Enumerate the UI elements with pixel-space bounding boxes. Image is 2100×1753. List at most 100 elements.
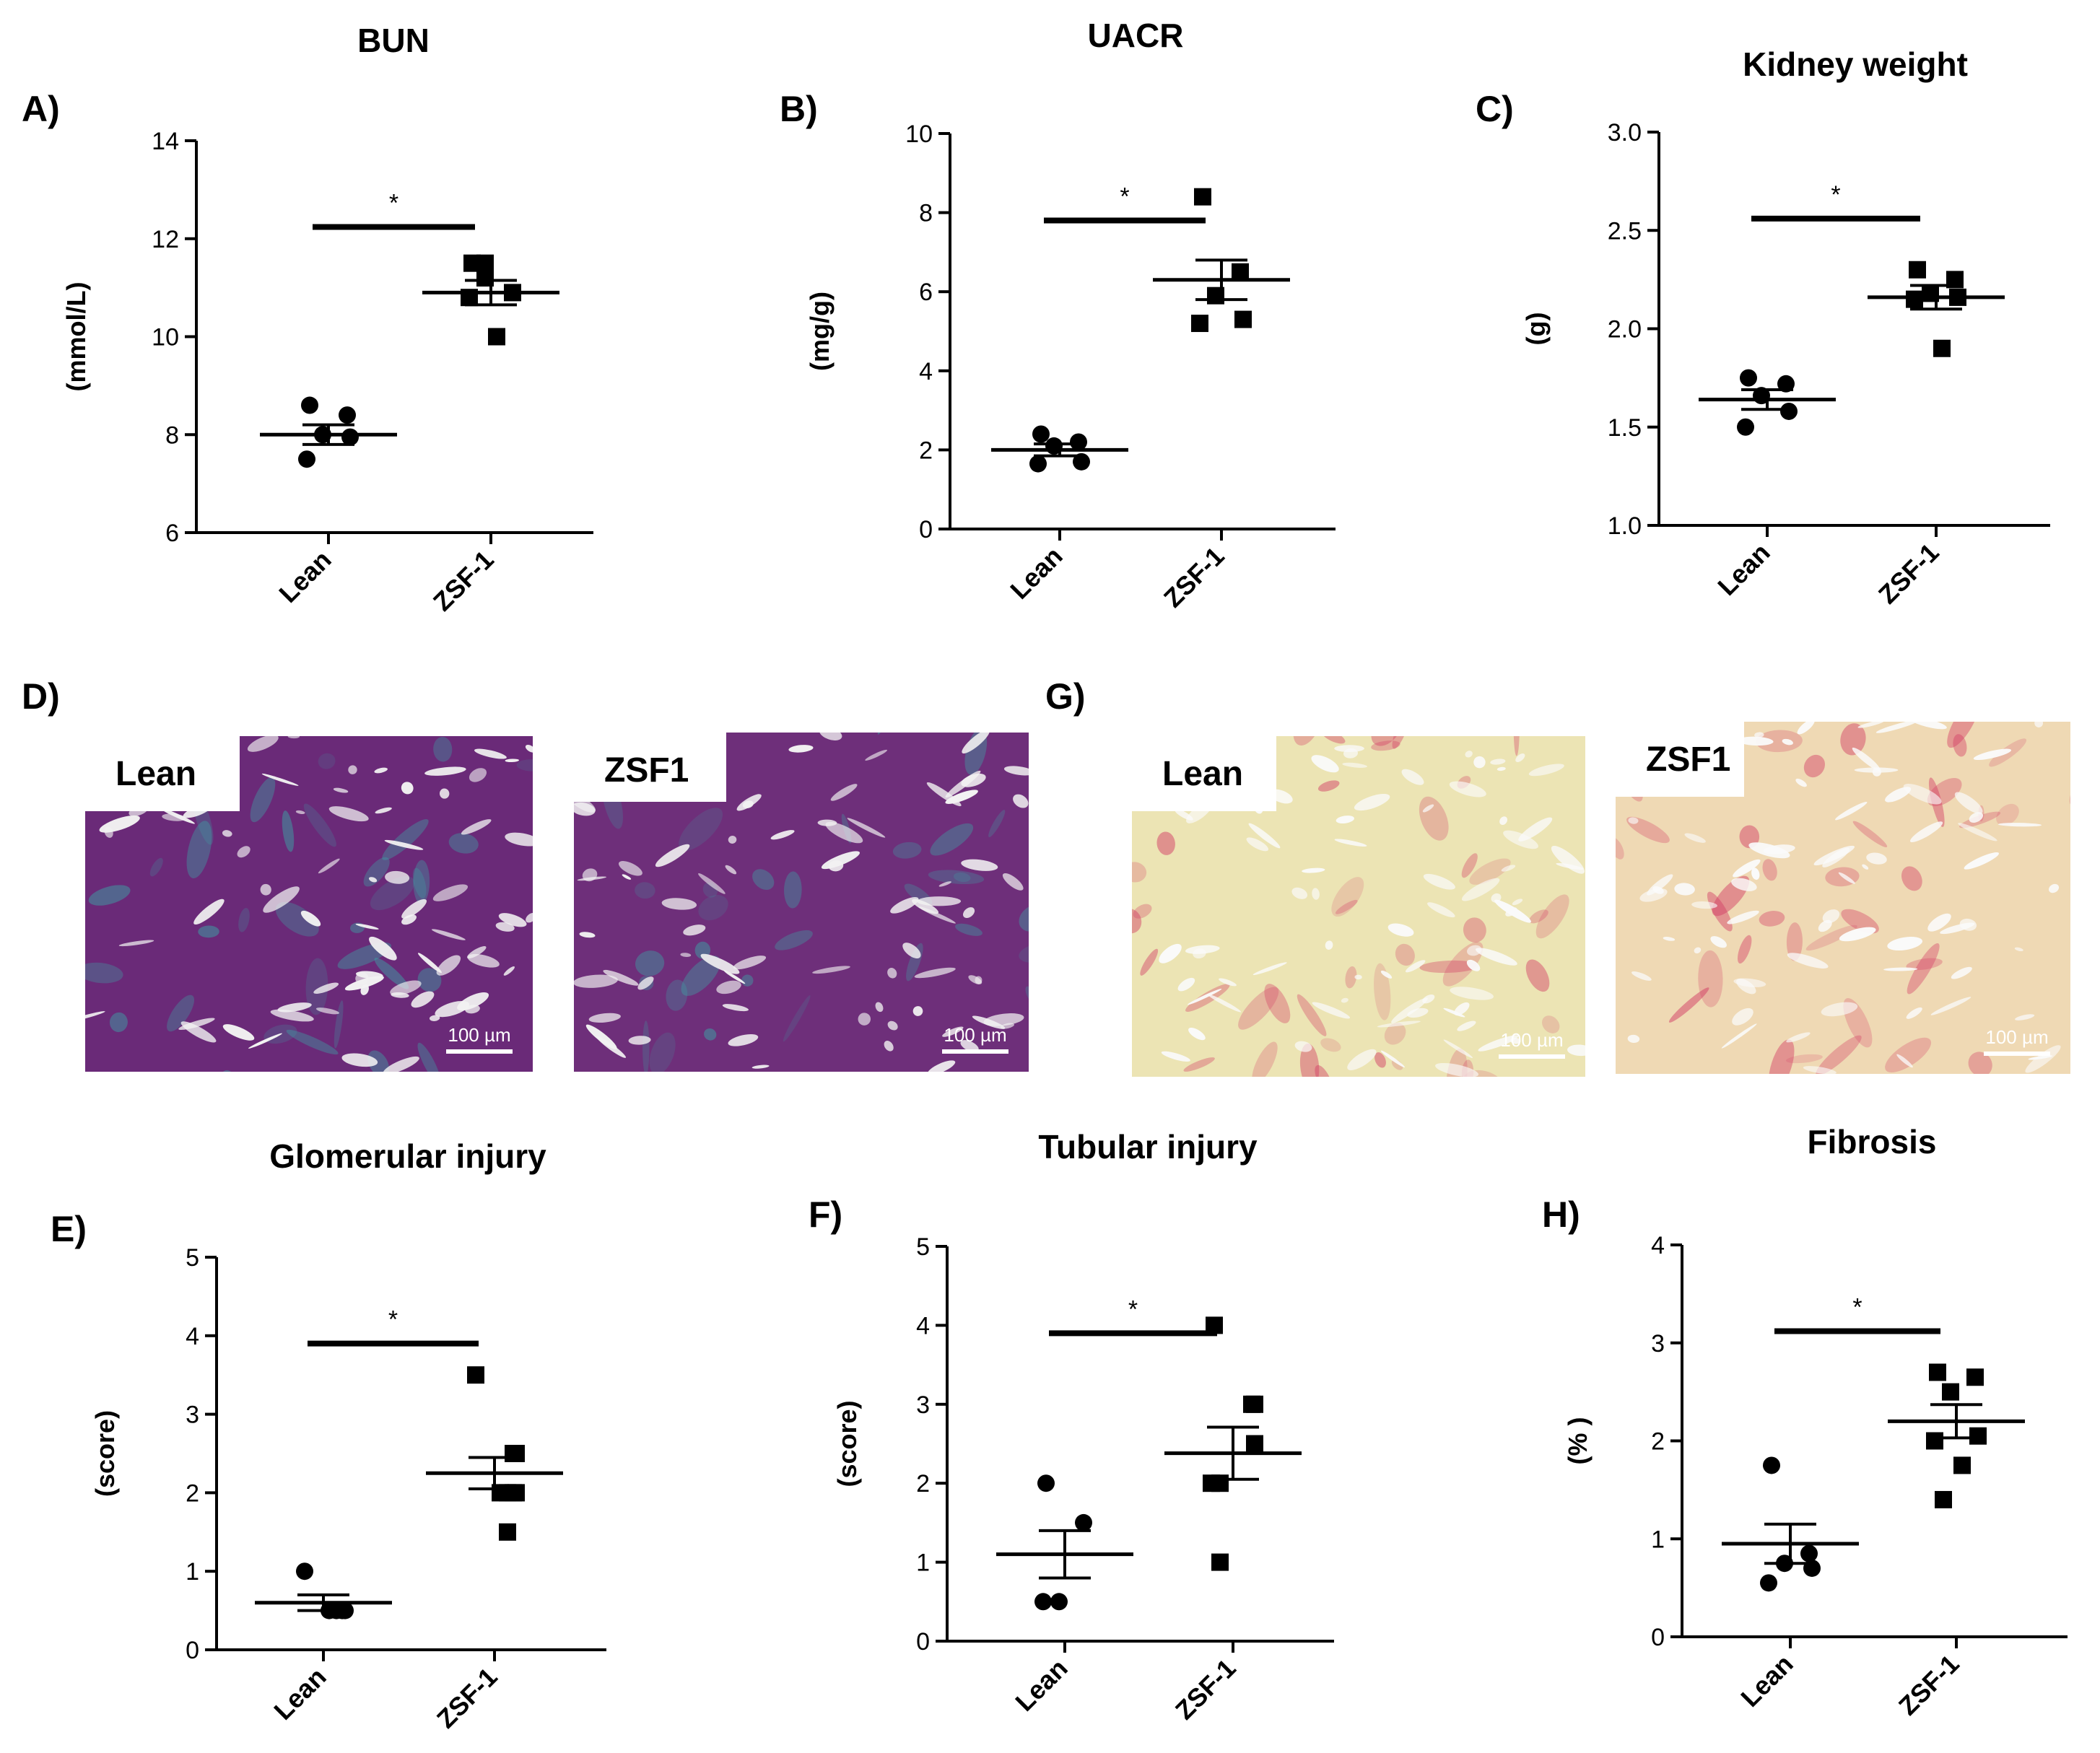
data-point-zsf1 (1211, 1474, 1229, 1492)
chart-title: Fibrosis (1808, 1123, 1937, 1160)
data-point-zsf1 (1966, 1368, 1984, 1386)
data-point-zsf1 (1191, 315, 1208, 333)
chart-title: Glomerular injury (269, 1137, 546, 1175)
data-point-lean (339, 406, 356, 424)
y-tick-label: 1 (1651, 1526, 1665, 1553)
y-tick-label: 4 (916, 1312, 930, 1339)
y-tick-label: 2 (919, 437, 933, 464)
y-tick-label: 1 (186, 1558, 199, 1586)
micrograph-image (85, 736, 533, 1072)
data-point-lean (1070, 433, 1087, 451)
data-point-zsf1 (1211, 1553, 1229, 1571)
data-point-zsf1 (1969, 1427, 1987, 1445)
data-point-lean (1777, 375, 1795, 393)
chart-kidney-weight: Kidney weight 1.0 1.5 2.0 2.5 3.0 (g) Lean ZSF-1… (1521, 45, 2050, 609)
y-tick-label: 0 (186, 1637, 199, 1664)
data-point-zsf1 (1246, 1435, 1263, 1453)
panel-label-e: E) (51, 1209, 87, 1249)
data-point-zsf1 (1929, 1363, 1946, 1381)
y-tick-label: 4 (919, 358, 933, 385)
significance-marker: * (1852, 1293, 1862, 1321)
y-tick-label: 10 (152, 324, 179, 351)
scale-bar-label: 100 µm (944, 1024, 1006, 1046)
y-tick-label: 5 (186, 1244, 199, 1272)
x-category-label: Lean (1004, 541, 1068, 605)
y-tick-label: 0 (916, 1628, 930, 1656)
y-tick-label: 1 (916, 1549, 930, 1577)
y-tick-label: 8 (165, 421, 179, 449)
y-tick-label: 0 (1651, 1624, 1665, 1651)
significance-marker: * (1120, 183, 1129, 211)
y-tick-label: 4 (1651, 1232, 1665, 1259)
micrograph-sirius-red-lean: Lean 100 µm (1129, 733, 1585, 1077)
x-category-label: Lean (1009, 1653, 1073, 1717)
y-tick-label: 14 (152, 128, 179, 155)
chart-tubular-injury: Tubular injury 0 1 2 3 4 5 (score) Lean ZSF-1 * (832, 1128, 1334, 1725)
y-tick-label: 2 (916, 1470, 930, 1498)
x-category-label: Lean (268, 1662, 331, 1726)
micrograph-label: Lean (1162, 755, 1243, 793)
chart-glomerular-injury: Glomerular injury 0 1 2 3 4 5 (score) Lean ZSF-1 * (90, 1137, 606, 1734)
chart-bun: BUN 6 8 10 12 14 (mmol/L) Lean ZSF-1 * (61, 22, 593, 616)
micrograph-label-box (82, 733, 240, 811)
x-category-label: ZSF-1 (1169, 1653, 1242, 1726)
data-point-lean (296, 1562, 313, 1581)
micrograph-label: Lean (116, 755, 196, 793)
x-category-label: Lean (273, 545, 336, 608)
y-tick-label: 6 (165, 520, 179, 547)
chart-title: Tubular injury (1038, 1128, 1258, 1166)
x-category-label: ZSF-1 (427, 545, 500, 617)
data-point-lean (1075, 1513, 1092, 1531)
data-point-zsf1 (1933, 339, 1951, 357)
scale-bar-label: 100 µm (1985, 1026, 2048, 1048)
panel-label-f: F) (809, 1194, 842, 1235)
y-axis-label: (% ) (1563, 1417, 1593, 1465)
data-point-zsf1 (1194, 188, 1211, 206)
y-tick-label: 3 (186, 1402, 199, 1429)
data-point-lean (1032, 425, 1050, 443)
y-tick-label: 1.0 (1608, 512, 1642, 540)
data-point-lean (301, 396, 318, 414)
significance-marker: * (389, 189, 398, 217)
data-point-zsf1 (467, 1366, 484, 1384)
y-tick-label: 8 (919, 200, 933, 227)
x-category-label: ZSF-1 (1158, 541, 1230, 613)
y-axis-label: (score) (832, 1400, 862, 1487)
x-category-label: ZSF-1 (1873, 538, 1945, 610)
y-axis-label: (score) (90, 1410, 120, 1497)
significance-marker: * (388, 1306, 398, 1334)
panel-label-b: B) (780, 89, 818, 129)
data-point-zsf1 (505, 1484, 522, 1502)
chart-title: BUN (357, 22, 430, 59)
data-point-zsf1 (1935, 1490, 1952, 1508)
data-point-lean (298, 450, 315, 468)
data-point-zsf1 (1926, 1432, 1943, 1450)
micrograph-trichrome-lean: Lean 100 µm (82, 733, 533, 1072)
data-point-zsf1 (507, 1445, 525, 1462)
y-tick-label: 3 (916, 1391, 930, 1419)
data-point-lean (1740, 369, 1757, 387)
panel-label-a: A) (22, 89, 60, 129)
micrograph-label-box (1129, 733, 1276, 811)
chart-title: UACR (1088, 17, 1184, 54)
y-axis-label: (mg/g) (805, 292, 835, 371)
significance-marker: * (1831, 181, 1840, 209)
micrograph-label-box (571, 730, 726, 802)
data-point-lean (1763, 1456, 1780, 1474)
y-tick-label: 10 (905, 121, 933, 148)
data-point-lean (1780, 402, 1798, 420)
data-point-lean (1037, 1474, 1055, 1492)
data-point-lean (1050, 1593, 1068, 1611)
data-point-lean (1800, 1544, 1818, 1562)
y-tick-label: 6 (919, 279, 933, 306)
data-point-zsf1 (476, 254, 494, 272)
micrograph-label-box (1613, 719, 1744, 797)
scale-bar-label: 100 µm (448, 1024, 510, 1046)
data-point-zsf1 (1953, 1456, 1971, 1474)
data-point-zsf1 (1246, 1395, 1263, 1413)
significance-marker: * (1128, 1295, 1138, 1323)
y-tick-label: 12 (152, 226, 179, 253)
micrograph-sirius-red-zsf1: ZSF1 100 µm (1613, 719, 2070, 1074)
y-axis-label: (g) (1521, 312, 1551, 346)
